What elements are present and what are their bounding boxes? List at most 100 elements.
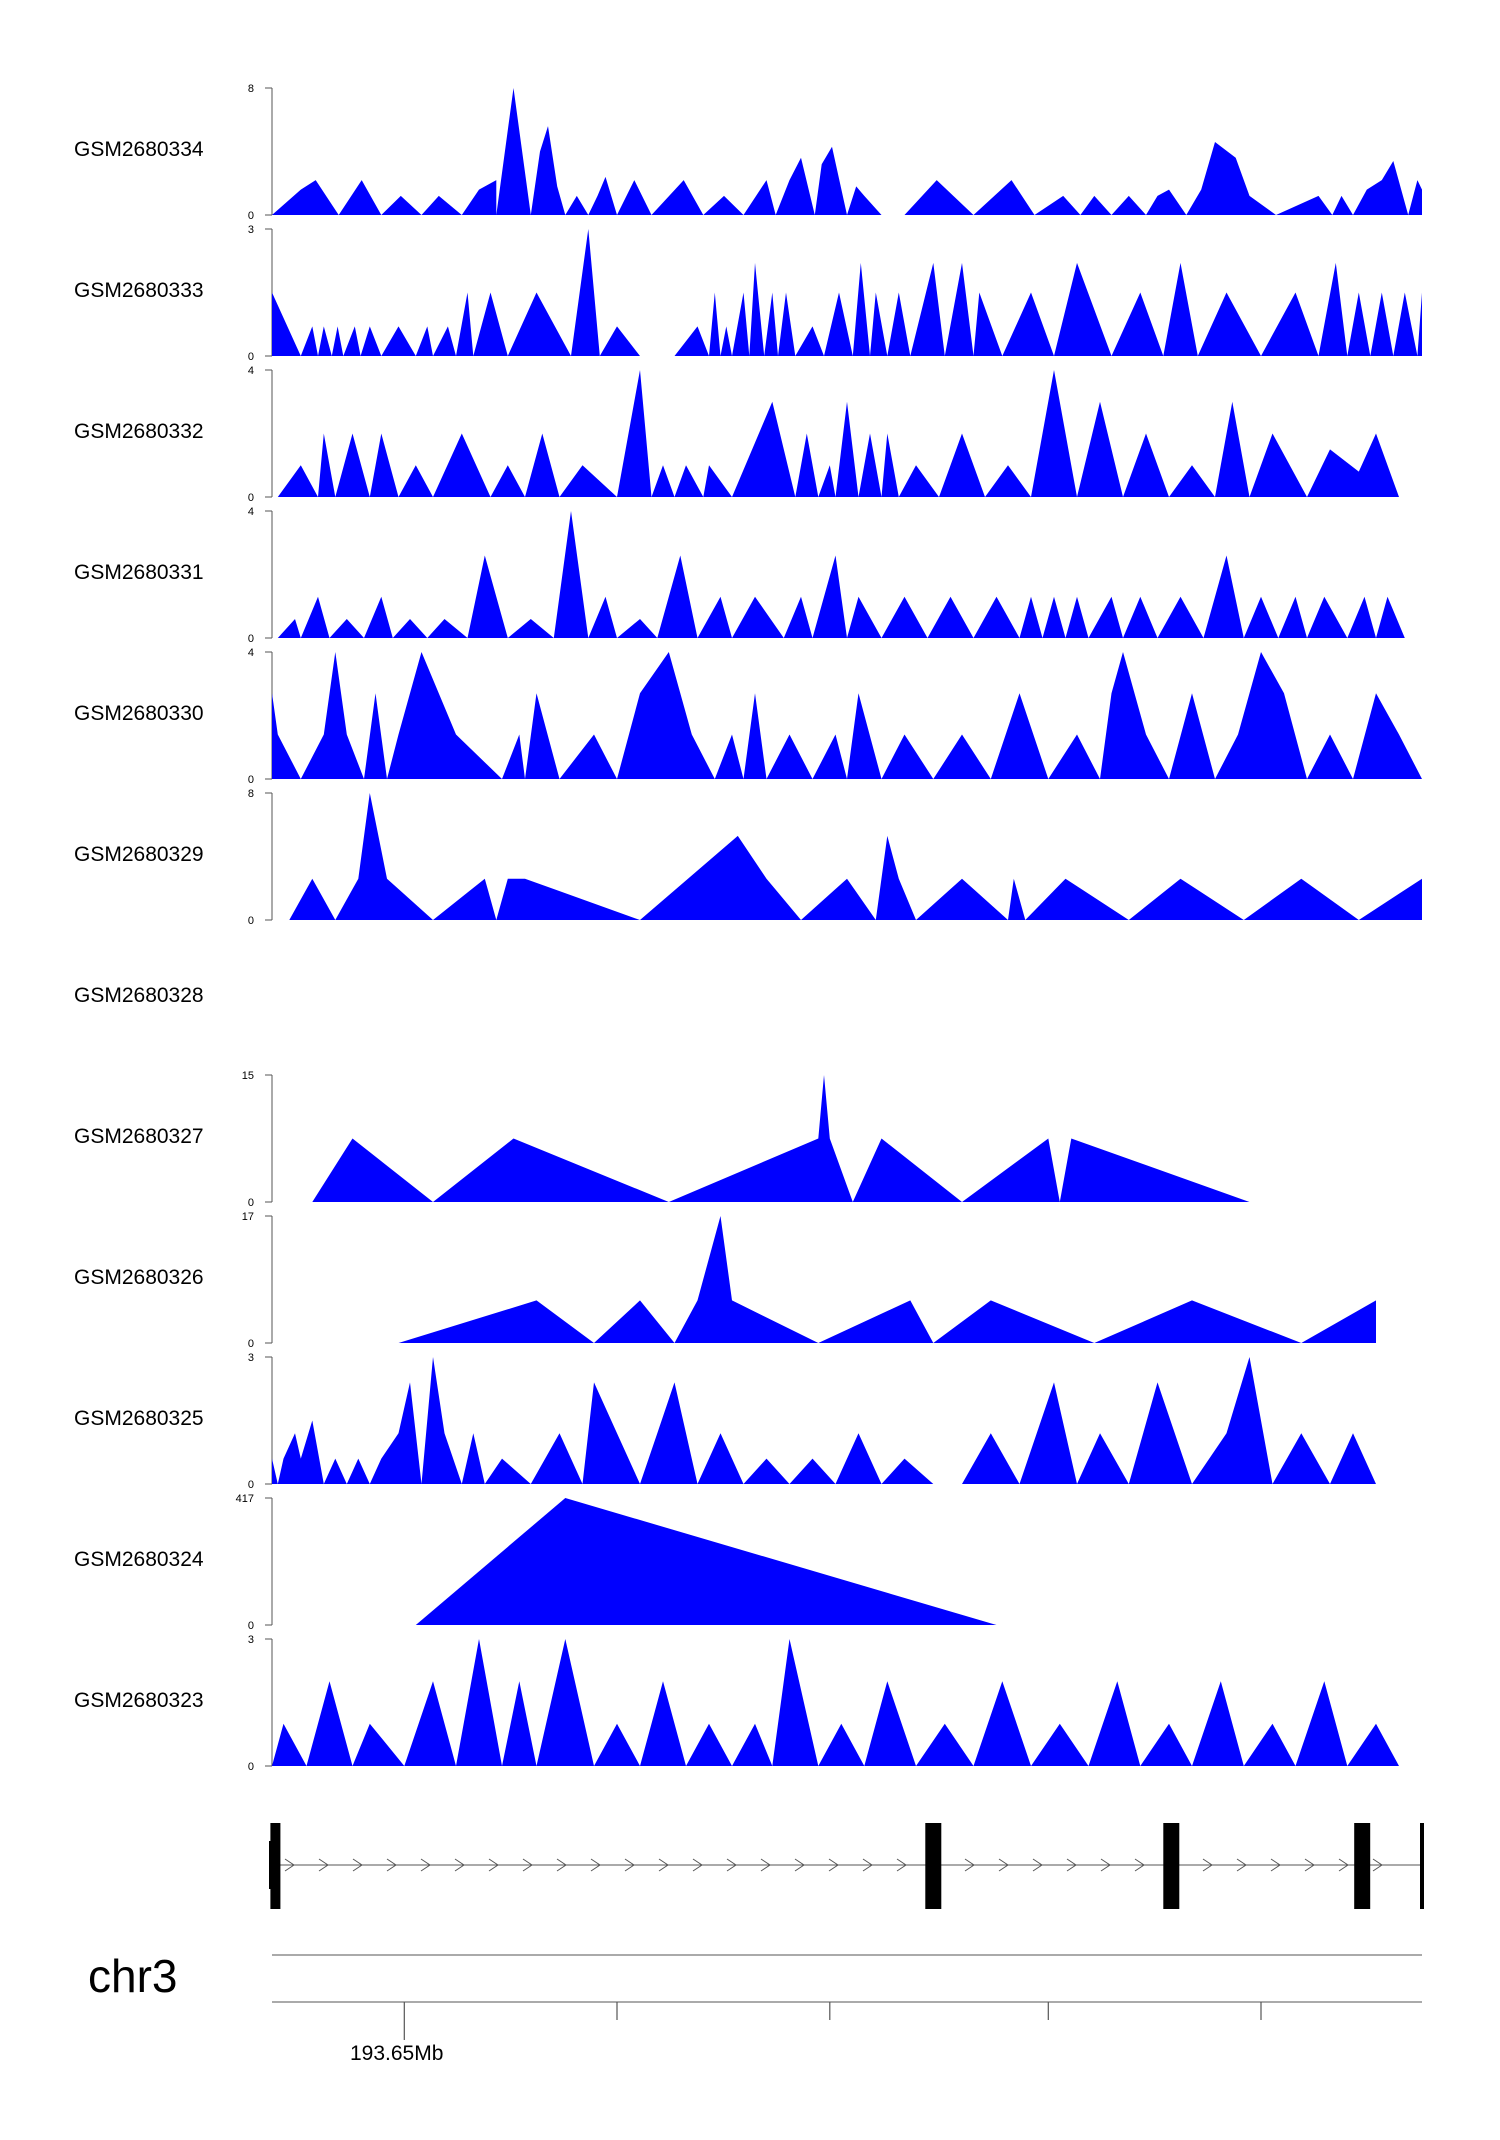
exon-block xyxy=(270,1823,281,1909)
y-max-label: 15 xyxy=(242,1070,254,1082)
strand-arrow xyxy=(1372,1858,1383,1872)
track-GSM2680328: GSM2680328 xyxy=(74,984,204,1007)
track-GSM2680326: GSM2680326 17 0 xyxy=(74,1211,1376,1350)
y-zero-label: 0 xyxy=(248,1197,254,1209)
y-zero-label: 0 xyxy=(248,915,254,927)
y-zero-label: 0 xyxy=(248,1479,254,1491)
strand-arrow xyxy=(454,1858,465,1872)
y-axis xyxy=(265,1215,273,1344)
strand-arrow xyxy=(284,1858,295,1872)
strand-arrow xyxy=(556,1858,567,1872)
y-zero-label: 0 xyxy=(248,492,254,504)
strand-arrow xyxy=(1270,1858,1281,1872)
y-max-label: 8 xyxy=(248,788,254,800)
strand-arrow xyxy=(964,1858,975,1872)
signal-tracks: GSM268033480GSM268033330GSM268033240GSM2… xyxy=(74,83,1422,1773)
y-zero-label: 0 xyxy=(248,774,254,786)
track-GSM2680334: GSM2680334 8 0 xyxy=(74,83,1422,222)
y-zero-label: 0 xyxy=(248,633,254,645)
y-axis xyxy=(265,1356,273,1485)
track-label: GSM2680323 xyxy=(74,1689,204,1712)
exon-block xyxy=(1420,1823,1424,1909)
strand-arrow xyxy=(386,1858,397,1872)
track-label: GSM2680332 xyxy=(74,420,204,443)
track-label: GSM2680331 xyxy=(74,561,204,584)
y-axis xyxy=(265,510,273,639)
track-GSM2680330: GSM2680330 4 0 xyxy=(74,647,1422,786)
track-label: GSM2680327 xyxy=(74,1125,204,1148)
position-label: 193.65Mb xyxy=(350,2042,443,2065)
strand-arrow xyxy=(590,1858,601,1872)
track-GSM2680332: GSM2680332 4 0 xyxy=(74,365,1399,504)
strand-arrow xyxy=(692,1858,703,1872)
signal-area xyxy=(272,1357,1399,1484)
track-label: GSM2680326 xyxy=(74,1266,204,1289)
gene-model-track xyxy=(269,1823,1424,1909)
signal-area xyxy=(272,1639,1417,1766)
track-label: GSM2680324 xyxy=(74,1548,204,1571)
y-axis xyxy=(265,1638,273,1767)
track-GSM2680325: GSM2680325 3 0 xyxy=(74,1352,1399,1491)
y-max-label: 3 xyxy=(248,224,254,236)
y-axis xyxy=(265,87,273,216)
y-max-label: 17 xyxy=(242,1211,254,1223)
signal-area xyxy=(272,652,1422,779)
signal-area xyxy=(289,793,1422,920)
y-zero-label: 0 xyxy=(248,351,254,363)
y-zero-label: 0 xyxy=(248,1761,254,1773)
strand-arrow xyxy=(624,1858,635,1872)
track-GSM2680323: GSM2680323 3 0 xyxy=(74,1634,1417,1773)
y-max-label: 8 xyxy=(248,83,254,95)
strand-arrow xyxy=(1338,1858,1349,1872)
signal-area xyxy=(277,511,1417,638)
signal-area xyxy=(277,370,1399,497)
y-max-label: 4 xyxy=(248,365,254,377)
strand-arrow xyxy=(318,1858,329,1872)
y-zero-label: 0 xyxy=(248,1338,254,1350)
strand-arrow xyxy=(726,1858,737,1872)
y-axis xyxy=(265,369,273,498)
y-axis xyxy=(265,792,273,921)
track-label: GSM2680328 xyxy=(74,984,204,1007)
chromosome-label: chr3 xyxy=(88,1950,177,2002)
strand-arrow xyxy=(1066,1858,1077,1872)
strand-arrow xyxy=(488,1858,499,1872)
track-GSM2680333: GSM2680333 3 0 xyxy=(74,224,1422,363)
track-label: GSM2680330 xyxy=(74,702,204,725)
y-zero-label: 0 xyxy=(248,210,254,222)
exon-block xyxy=(1163,1823,1180,1909)
signal-area xyxy=(272,88,1422,215)
y-max-label: 417 xyxy=(236,1493,254,1505)
y-axis xyxy=(265,1497,273,1626)
strand-arrow xyxy=(760,1858,771,1872)
track-label: GSM2680329 xyxy=(74,843,204,866)
strand-arrow xyxy=(1202,1858,1213,1872)
strand-arrow xyxy=(862,1858,873,1872)
y-max-label: 4 xyxy=(248,506,254,518)
strand-arrow xyxy=(998,1858,1009,1872)
strand-arrow xyxy=(1032,1858,1043,1872)
signal-area xyxy=(398,1216,1376,1343)
track-label: GSM2680334 xyxy=(74,138,204,161)
genome-axis: chr3 193.65Mb xyxy=(88,1950,1422,2065)
track-GSM2680324: GSM2680324 417 0 xyxy=(74,1493,997,1632)
exon-block xyxy=(1354,1823,1371,1909)
strand-arrow xyxy=(522,1858,533,1872)
track-label: GSM2680325 xyxy=(74,1407,204,1430)
strand-arrow xyxy=(1134,1858,1145,1872)
strand-arrow xyxy=(794,1858,805,1872)
y-max-label: 4 xyxy=(248,647,254,659)
track-GSM2680327: GSM2680327 15 0 xyxy=(74,1070,1250,1209)
track-GSM2680329: GSM2680329 8 0 xyxy=(74,788,1422,927)
y-axis xyxy=(265,1074,273,1203)
strand-arrow xyxy=(896,1858,907,1872)
exon-block xyxy=(925,1823,942,1909)
y-max-label: 3 xyxy=(248,1352,254,1364)
strand-arrow xyxy=(420,1858,431,1872)
strand-arrow xyxy=(658,1858,669,1872)
strand-arrow xyxy=(1236,1858,1247,1872)
strand-arrow xyxy=(352,1858,363,1872)
track-GSM2680331: GSM2680331 4 0 xyxy=(74,506,1417,645)
y-zero-label: 0 xyxy=(248,1620,254,1632)
